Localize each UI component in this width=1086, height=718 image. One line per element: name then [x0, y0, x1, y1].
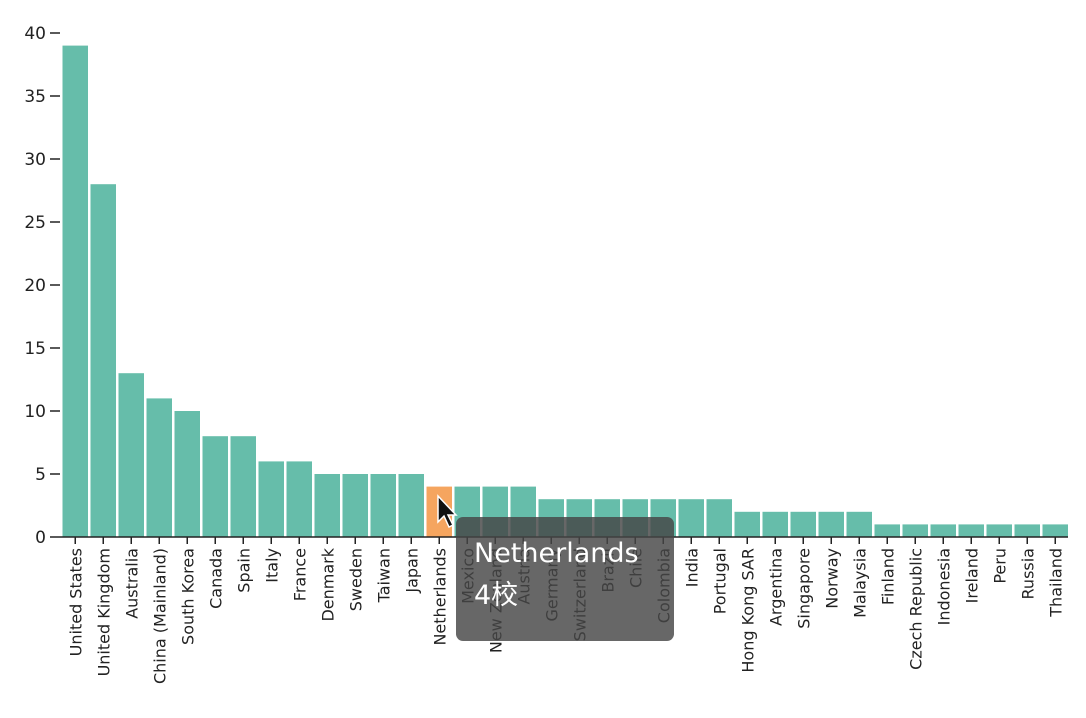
- bar-argentina[interactable]: [762, 511, 789, 537]
- bar-sweden[interactable]: [342, 474, 369, 537]
- y-tick-label: 5: [35, 465, 46, 485]
- x-tick-label: Sweden: [346, 548, 365, 611]
- x-tick-label: China (Mainland): [150, 548, 169, 684]
- tooltip-value: 4校: [474, 580, 519, 611]
- bar-norway[interactable]: [818, 511, 845, 537]
- x-tick-label: Hong Kong SAR: [738, 548, 757, 673]
- y-tick-label: 10: [24, 402, 46, 422]
- bar-japan[interactable]: [398, 474, 425, 537]
- y-tick-label: 35: [24, 87, 46, 107]
- bar-peru[interactable]: [986, 524, 1013, 537]
- x-tick-label: India: [682, 548, 701, 587]
- x-tick-label: Japan: [402, 548, 421, 594]
- bar-ireland[interactable]: [958, 524, 985, 537]
- x-tick-label: Netherlands: [430, 548, 449, 646]
- x-tick-label: Portugal: [710, 548, 729, 614]
- x-tick-label: Italy: [262, 548, 281, 583]
- x-tick-label: Czech Republic: [906, 548, 925, 670]
- bar-portugal[interactable]: [706, 499, 733, 537]
- bar-united-states[interactable]: [62, 45, 89, 537]
- x-tick-label: Taiwan: [374, 548, 393, 603]
- x-tick-label: France: [290, 548, 309, 601]
- x-tick-label: Spain: [234, 548, 253, 593]
- y-tick-label: 40: [24, 24, 46, 44]
- x-tick-label: Singapore: [794, 548, 813, 629]
- x-tick-label: Malaysia: [850, 548, 869, 618]
- bar-france[interactable]: [286, 461, 313, 537]
- x-tick-label: United States: [66, 548, 85, 656]
- bar-south-korea[interactable]: [174, 411, 201, 537]
- bar-hong-kong-sar[interactable]: [734, 511, 761, 537]
- x-tick-label: Peru: [990, 548, 1009, 584]
- bar-australia[interactable]: [118, 373, 145, 537]
- x-tick-label: Finland: [878, 548, 897, 605]
- y-axis: 0 5 10 15 20 25 30 35 40: [24, 24, 60, 548]
- y-tick-label: 30: [24, 150, 46, 170]
- bar-malaysia[interactable]: [846, 511, 873, 537]
- x-tick-label: Denmark: [318, 547, 337, 621]
- bar-singapore[interactable]: [790, 511, 817, 537]
- bar-spain[interactable]: [230, 436, 257, 537]
- x-tick-label: Canada: [206, 548, 225, 609]
- x-tick-label: Thailand: [1046, 548, 1065, 618]
- y-tick-label: 25: [24, 213, 46, 233]
- bar-thailand[interactable]: [1042, 524, 1069, 537]
- x-tick-label: Ireland: [962, 548, 981, 603]
- bar-china-mainland[interactable]: [146, 398, 173, 537]
- tooltip: Netherlands 4校: [456, 517, 674, 641]
- y-tick-label: 15: [24, 339, 46, 359]
- bar-indonesia[interactable]: [930, 524, 957, 537]
- bar-united-kingdom[interactable]: [90, 184, 117, 537]
- bar-taiwan[interactable]: [370, 474, 397, 537]
- x-tick-label: South Korea: [178, 548, 197, 645]
- tooltip-country: Netherlands: [474, 538, 639, 569]
- bar-canada[interactable]: [202, 436, 229, 537]
- x-tick-label: Australia: [122, 548, 141, 619]
- y-tick-label: 0: [35, 528, 46, 548]
- x-tick-label: Russia: [1018, 548, 1037, 599]
- bar-italy[interactable]: [258, 461, 285, 537]
- x-tick-label: Norway: [822, 548, 841, 609]
- x-tick-label: Indonesia: [934, 548, 953, 625]
- x-tick-label: Argentina: [766, 548, 785, 626]
- mouse-pointer-icon: [437, 494, 458, 529]
- bar-russia[interactable]: [1014, 524, 1041, 537]
- bar-denmark[interactable]: [314, 474, 341, 537]
- bar-czech-republic[interactable]: [902, 524, 929, 537]
- bar-finland[interactable]: [874, 524, 901, 537]
- x-tick-label: United Kingdom: [94, 548, 113, 676]
- bars: [62, 45, 1069, 537]
- y-tick-label: 20: [24, 276, 46, 296]
- bar-india[interactable]: [678, 499, 705, 537]
